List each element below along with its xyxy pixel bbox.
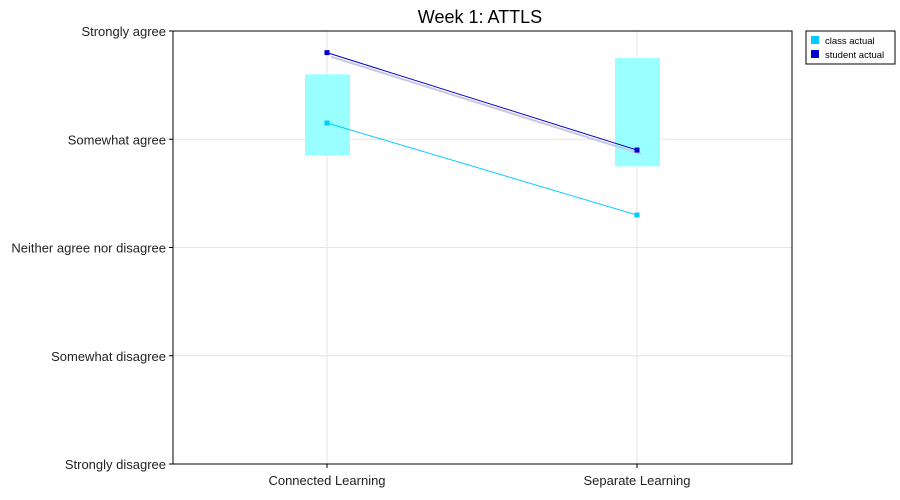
series-line-class — [326, 122, 638, 216]
data-point-class — [324, 120, 330, 126]
grid — [173, 31, 792, 464]
data-point-student — [324, 50, 330, 56]
y-tick-label: Somewhat agree — [68, 132, 166, 147]
data-point-student — [634, 147, 640, 153]
class-range-bands — [305, 58, 660, 167]
x-tick-label: Connected Learning — [268, 473, 385, 488]
x-axis: Connected Learning Separate Learning — [268, 464, 690, 488]
y-axis: Strongly disagree Somewhat disagree Neithe… — [11, 24, 173, 472]
legend: class actual student actual — [805, 30, 896, 65]
y-tick-label: Neither agree nor disagree — [11, 241, 166, 256]
student-series-shadow — [330, 55, 642, 156]
y-tick-label: Strongly disagree — [65, 457, 166, 472]
legend-swatch-class — [811, 36, 819, 44]
y-tick-label: Strongly agree — [81, 24, 166, 39]
legend-box — [805, 30, 896, 65]
chart-title: Week 1: ATTLS — [418, 7, 542, 27]
legend-swatch-student — [811, 50, 819, 58]
x-tick-label: Separate Learning — [584, 473, 691, 488]
series-line-student — [326, 52, 638, 151]
data-point-class — [634, 212, 640, 218]
legend-label-student: student actual — [825, 50, 884, 61]
legend-label-class: class actual — [825, 36, 875, 47]
y-tick-label: Somewhat disagree — [51, 349, 166, 364]
series-lines — [324, 50, 642, 218]
class-range-bar — [305, 74, 350, 156]
